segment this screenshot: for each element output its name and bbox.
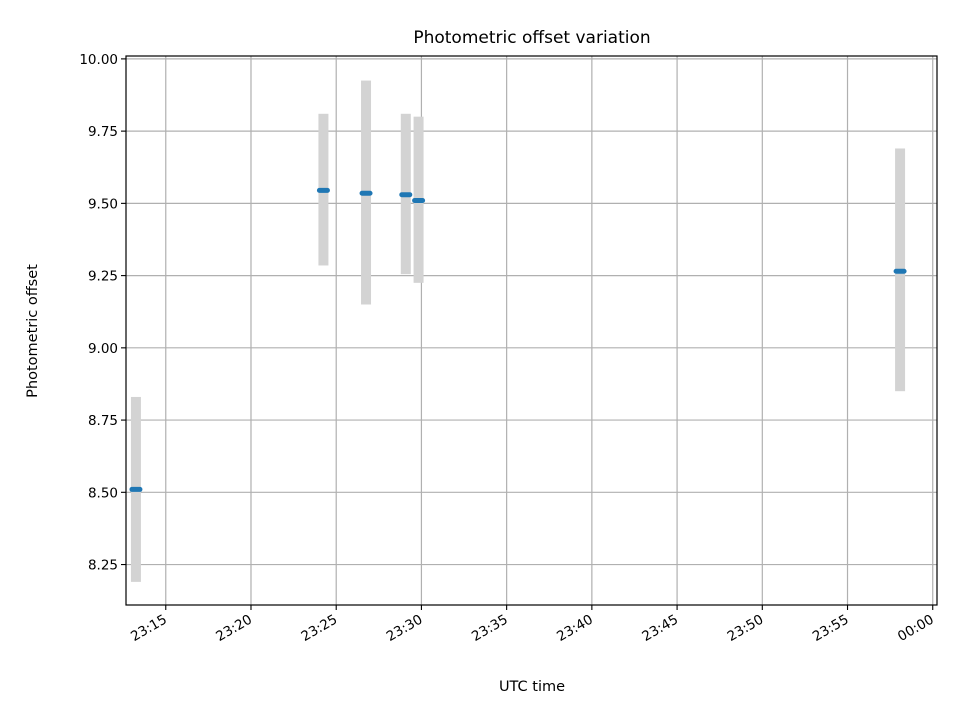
x-tick-label: 23:35 xyxy=(469,612,511,645)
y-tick-label: 9.50 xyxy=(88,196,118,212)
x-tick-label: 23:40 xyxy=(554,612,596,645)
x-tick-label: 23:50 xyxy=(725,612,767,645)
x-tick-label: 23:55 xyxy=(810,612,852,645)
y-tick-label: 8.25 xyxy=(88,558,118,574)
y-axis-label: Photometric offset xyxy=(25,264,41,398)
data-points xyxy=(129,187,907,492)
y-tick-label: 9.25 xyxy=(88,269,118,285)
x-tick-label: 23:30 xyxy=(384,612,426,645)
x-tick-label: 23:25 xyxy=(299,612,341,645)
y-tick-label: 9.75 xyxy=(88,124,118,140)
x-axis-label: UTC time xyxy=(499,679,565,695)
y-tick-label: 8.75 xyxy=(88,413,118,429)
x-tick-label: 23:45 xyxy=(639,612,681,645)
chart-title: Photometric offset variation xyxy=(413,28,650,48)
x-tick-label: 23:20 xyxy=(213,612,255,645)
y-tick-label: 8.50 xyxy=(88,485,118,501)
error-bars xyxy=(130,80,906,582)
x-tick-label: 00:00 xyxy=(895,612,937,645)
x-tick-label: 23:15 xyxy=(128,612,170,645)
y-axis-ticks: 8.25 8.50 8.75 9.00 9.25 9.50 9.75 10.00 xyxy=(79,52,126,574)
plot-frame xyxy=(125,55,938,606)
y-tick-label: 9.00 xyxy=(88,341,118,357)
y-tick-label: 10.00 xyxy=(79,52,118,68)
x-axis-ticks: 23:15 23:20 23:25 23:30 23:35 23:40 23:45 23:50… xyxy=(128,605,937,645)
grid-lines xyxy=(126,56,937,605)
